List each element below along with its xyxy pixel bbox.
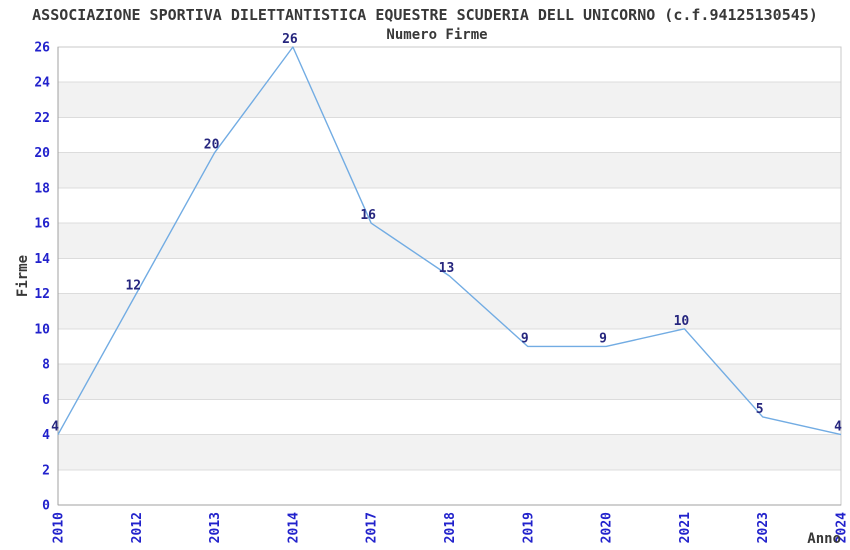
chart-title: ASSOCIAZIONE SPORTIVA DILETTANTISTICA EQ… <box>32 6 818 24</box>
y-tick-label: 22 <box>34 111 50 126</box>
x-tick-label: 2020 <box>600 512 615 543</box>
x-tick-label: 2017 <box>365 512 380 543</box>
y-tick-label: 24 <box>34 76 50 91</box>
x-tick-label: 2019 <box>521 512 536 543</box>
data-point-label: 9 <box>599 331 607 346</box>
x-tick-label: 2021 <box>678 512 693 543</box>
y-tick-label: 2 <box>42 463 50 478</box>
data-labels: 4 12 20 26 16 13 9 9 10 5 4 <box>51 32 842 435</box>
y-tick-label: 8 <box>42 358 50 373</box>
data-point-label: 4 <box>834 420 842 435</box>
band-stripes <box>58 82 841 470</box>
data-point-label: 16 <box>360 208 376 223</box>
x-tick-label: 2010 <box>52 512 67 543</box>
x-tick-label: 2024 <box>835 512 850 543</box>
chart-subtitle: Numero Firme <box>386 27 488 43</box>
series-polyline <box>57 46 842 436</box>
band-stripe <box>58 152 841 188</box>
series-line <box>57 46 842 436</box>
data-point-label: 10 <box>674 314 690 329</box>
band-stripe <box>58 293 841 329</box>
y-tick-label: 6 <box>42 393 50 408</box>
x-tick-label: 2012 <box>130 512 145 543</box>
gridlines <box>58 81 841 471</box>
band-stripe <box>58 364 841 400</box>
x-tick-label: 2014 <box>286 512 301 543</box>
band-stripe <box>58 82 841 118</box>
y-tick-label: 16 <box>34 217 50 232</box>
plot-border <box>57 46 842 506</box>
y-tick-label: 20 <box>34 146 50 161</box>
band-stripe <box>58 434 841 470</box>
data-point-label: 26 <box>282 32 298 47</box>
x-tick-label: 2013 <box>208 512 223 543</box>
x-tick-label: 2018 <box>443 512 458 543</box>
x-axis-label: Anno <box>807 531 841 547</box>
data-point-label: 5 <box>756 402 764 417</box>
y-tick-label: 26 <box>34 41 50 56</box>
y-tick-label: 14 <box>34 252 50 267</box>
x-tick-labels: 2010 2012 2013 2014 2017 2018 2019 2020 2021 2023… <box>52 512 850 543</box>
x-tick-label: 2023 <box>756 512 771 543</box>
y-tick-label: 0 <box>42 499 50 514</box>
data-point-label: 20 <box>204 138 220 153</box>
y-tick-label: 12 <box>34 287 50 302</box>
data-point-label: 9 <box>521 331 529 346</box>
data-point-label: 13 <box>439 261 455 276</box>
data-point-label: 12 <box>125 279 141 294</box>
y-tick-label: 18 <box>34 181 50 196</box>
y-tick-label: 4 <box>42 428 50 443</box>
y-tick-label: 10 <box>34 322 50 337</box>
data-point-label: 4 <box>51 420 59 435</box>
band-stripe <box>58 223 841 259</box>
y-axis-label: Firme <box>15 255 31 297</box>
